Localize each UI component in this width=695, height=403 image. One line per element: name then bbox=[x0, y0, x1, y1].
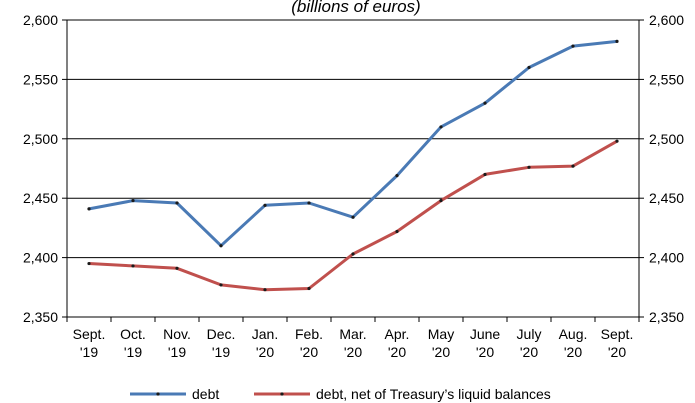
x-tick-label-month: Feb. bbox=[295, 326, 323, 342]
x-tick-label-year: '20 bbox=[432, 344, 450, 360]
x-tick-label-month: Aug. bbox=[559, 326, 588, 342]
data-point-1 bbox=[131, 198, 135, 203]
data-point-2 bbox=[307, 286, 311, 291]
x-tick-label-month: Mar. bbox=[339, 326, 366, 342]
data-point-2 bbox=[439, 198, 443, 203]
data-point-2 bbox=[131, 264, 135, 268]
data-point-2 bbox=[527, 165, 531, 169]
grid-lines bbox=[67, 78, 639, 259]
data-point-1 bbox=[483, 101, 487, 105]
y-tick-label-left: 2,550 bbox=[23, 71, 58, 87]
legend-marker-2 bbox=[280, 392, 284, 396]
data-point-2 bbox=[483, 172, 487, 177]
x-tick-label-year: '20 bbox=[344, 344, 362, 360]
y-axis-right: 2,350 2,400 2,450 2,500 2,550 2,600 bbox=[639, 12, 684, 325]
data-point-1 bbox=[263, 203, 267, 207]
x-tick-label-month: Sept. bbox=[601, 326, 634, 342]
y-tick-label-right: 2,350 bbox=[649, 309, 684, 325]
x-tick-label-month: July bbox=[517, 326, 542, 342]
y-tick-label-left: 2,500 bbox=[23, 131, 58, 147]
x-tick-label-year: '20 bbox=[564, 344, 582, 360]
data-point-1 bbox=[175, 201, 179, 205]
x-tick-label-month: Nov. bbox=[163, 326, 191, 342]
y-tick-label-left: 2,450 bbox=[23, 190, 58, 206]
y-tick-label-right: 2,400 bbox=[649, 250, 684, 266]
series-line-1 bbox=[88, 39, 618, 248]
data-point-1 bbox=[439, 125, 443, 129]
data-point-1 bbox=[615, 39, 619, 43]
x-tick-label-month: Dec. bbox=[207, 326, 236, 342]
x-axis: Sept. '19 Oct. '19 Nov. '19 Dec. '19 Jan. '20 Feb.… bbox=[66, 317, 640, 360]
y-tick-label-right: 2,550 bbox=[649, 71, 684, 87]
data-point-1 bbox=[351, 215, 355, 219]
x-tick-label-month: Jan. bbox=[252, 326, 278, 342]
data-point-2 bbox=[87, 261, 91, 266]
plot-frame bbox=[66, 19, 640, 318]
x-tick-label-month: Oct. bbox=[120, 326, 146, 342]
x-tick-label-month: Sept. bbox=[73, 326, 106, 342]
y-tick-label-right: 2,500 bbox=[649, 131, 684, 147]
y-tick-label-left: 2,350 bbox=[23, 309, 58, 325]
y-tick-label-left: 2,400 bbox=[23, 250, 58, 266]
x-tick-label-month: Apr. bbox=[385, 326, 410, 342]
data-point-2 bbox=[175, 266, 179, 270]
y-tick-label-right: 2,450 bbox=[649, 190, 684, 206]
x-tick-label-year: '19 bbox=[168, 344, 186, 360]
y-tick-label-right: 2,600 bbox=[649, 12, 684, 28]
data-point-1 bbox=[395, 174, 399, 178]
legend-marker-1 bbox=[156, 392, 160, 396]
data-point-1 bbox=[219, 244, 223, 248]
data-point-2 bbox=[263, 288, 267, 292]
series-lines bbox=[87, 39, 619, 292]
y-tick-label-left: 2,600 bbox=[23, 12, 58, 28]
data-point-2 bbox=[571, 164, 575, 168]
data-point-2 bbox=[351, 252, 355, 256]
x-tick-label-month: May bbox=[428, 326, 454, 342]
x-tick-label-year: '20 bbox=[300, 344, 318, 360]
legend-label-1: debt bbox=[192, 386, 219, 402]
y-axis-left: 2,350 2,400 2,450 2,500 2,550 2,600 bbox=[23, 12, 67, 325]
data-point-1 bbox=[307, 201, 311, 205]
x-tick-label-year: '20 bbox=[388, 344, 406, 360]
chart-subtitle: (billions of euros) bbox=[291, 0, 420, 16]
x-tick-label-year: '20 bbox=[520, 344, 538, 360]
data-point-1 bbox=[527, 65, 531, 70]
x-tick-label-year: '20 bbox=[608, 344, 626, 360]
data-point-2 bbox=[219, 283, 223, 287]
legend: debt debt, net of Treasury’s liquid balan… bbox=[130, 386, 551, 402]
data-point-1 bbox=[87, 207, 91, 211]
legend-label-2: debt, net of Treasury’s liquid balances bbox=[316, 386, 551, 402]
x-tick-label-year: '19 bbox=[212, 344, 230, 360]
data-point-2 bbox=[615, 139, 619, 143]
x-tick-label-month: June bbox=[470, 326, 501, 342]
x-tick-label-year: '20 bbox=[256, 344, 274, 360]
x-tick-label-year: '20 bbox=[476, 344, 494, 360]
x-tick-label-year: '19 bbox=[80, 344, 98, 360]
data-point-2 bbox=[395, 229, 399, 234]
x-tick-label-year: '19 bbox=[124, 344, 142, 360]
data-point-1 bbox=[571, 44, 575, 48]
